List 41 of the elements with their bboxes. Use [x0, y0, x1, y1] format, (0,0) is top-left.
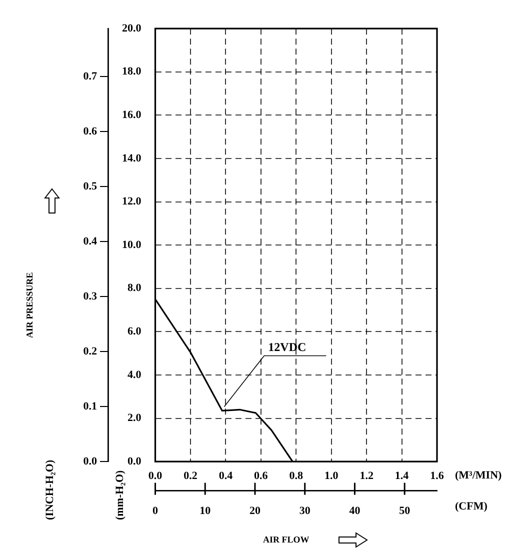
y-tick-label: 4.0	[128, 368, 142, 381]
x2-tick-label: 0	[152, 505, 158, 518]
y-tick-label: 8.0	[128, 282, 142, 294]
x-tick-label: 0.4	[218, 470, 234, 482]
y2-tick-label: 0.3	[83, 290, 98, 302]
text: AIR PRESSURE	[24, 272, 34, 338]
y-tick-label: 12.0	[122, 196, 142, 208]
x-tick-label: 0.2	[184, 470, 198, 482]
text: (M³/MIN)	[455, 469, 502, 482]
y2-tick-label: 0.1	[83, 400, 97, 412]
text: (mm-H₂O)	[114, 470, 126, 520]
y-tick-label: 14.0	[122, 152, 142, 164]
y2-tick-label: 0.7	[83, 70, 98, 82]
x-tick-label: 0.6	[254, 470, 268, 482]
y-tick-label: 16.0	[122, 109, 142, 122]
y2-tick-label: 0.0	[83, 455, 98, 468]
text: (CFM)	[455, 500, 488, 513]
x-tick-label: 1.2	[360, 470, 374, 482]
x2-tick-label: 20	[249, 505, 261, 518]
y2-tick-label: 0.2	[83, 345, 98, 358]
y-tick-label: 18.0	[122, 66, 142, 78]
y-tick-label: 0.0	[128, 455, 142, 468]
x-axis-title: AIR FLOW	[262, 534, 310, 544]
y2-tick-label: 0.5	[83, 180, 98, 192]
x-tick-label: 0.0	[148, 470, 163, 482]
annotation: 12VDC	[268, 340, 306, 354]
x-tick-label: 0.8	[289, 470, 304, 482]
text: (INCH-H₂O)	[44, 460, 56, 520]
y-tick-label: 20.0	[122, 22, 142, 34]
y2-tick-label: 0.6	[83, 125, 98, 138]
x2-tick-label: 10	[200, 505, 212, 518]
x-tick-label: 1.6	[430, 470, 444, 482]
x-tick-label: 1.0	[324, 470, 339, 482]
x-tick-label: 1.4	[394, 470, 410, 482]
x2-tick-label: 50	[399, 505, 411, 518]
y-tick-label: 10.0	[122, 238, 142, 251]
x2-tick-label: 30	[299, 505, 311, 518]
y-tick-label: 2.0	[128, 412, 142, 424]
y2-tick-label: 0.4	[83, 235, 98, 248]
x2-tick-label: 40	[349, 505, 361, 518]
y-tick-label: 6.0	[128, 326, 142, 338]
